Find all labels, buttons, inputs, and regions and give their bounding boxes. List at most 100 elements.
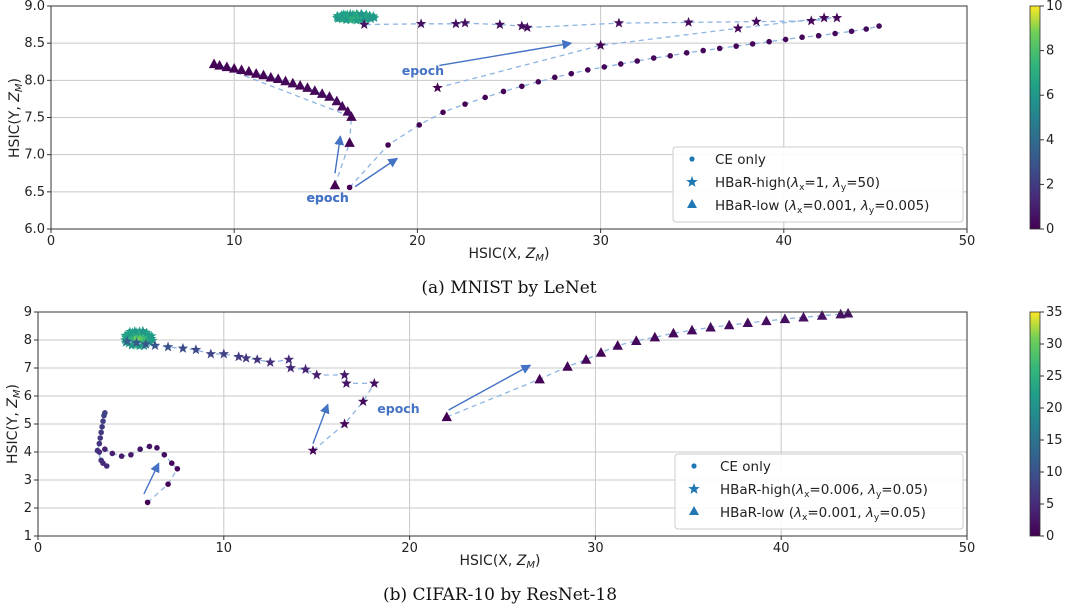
ce-only-point — [782, 36, 789, 43]
colorbar-tick-label: 25 — [1046, 369, 1063, 384]
epoch-label: epoch — [306, 190, 348, 205]
colorbar-b — [1029, 311, 1041, 537]
colorbar-ticks-a: 0 2 4 6 8 10 — [1040, 0, 1063, 237]
ce-only-point — [876, 23, 882, 29]
cluster-star — [144, 329, 154, 339]
legend-label-ce-b: CE only — [720, 459, 771, 475]
hbar-low-point — [742, 317, 753, 328]
ce-only-point — [766, 38, 772, 45]
y-axis-label-a: HSIC(Y, ZM) — [7, 78, 25, 158]
axis-ticks-b: 0 10 20 30 40 50 1 2 3 4 5 6 7 8 9 — [24, 305, 976, 556]
hbar-high-point — [131, 337, 142, 348]
epoch-arrow — [334, 135, 345, 174]
hbar-high-point — [494, 19, 506, 30]
hbar-low-point — [631, 335, 642, 345]
ce-only-point — [165, 481, 171, 488]
ce-only-point — [584, 67, 591, 73]
cluster-star — [120, 330, 130, 340]
hbar-high-point — [459, 17, 471, 28]
hbar-low-point — [816, 310, 828, 320]
hbar-high-point — [140, 338, 151, 349]
ce-only-point — [716, 45, 723, 52]
colorbar-tick-label: 4 — [1046, 133, 1054, 148]
cluster-star — [356, 8, 366, 18]
x-tick-label: 0 — [34, 541, 42, 556]
hbar-low-point — [258, 69, 269, 80]
hbar-high-point — [283, 354, 295, 365]
y-tick-label: 5 — [24, 417, 32, 432]
hbar-high-point — [339, 369, 350, 380]
cluster-star — [147, 335, 158, 345]
y-tick-label: 7.0 — [24, 148, 45, 163]
hbar-low-point — [612, 340, 623, 350]
cluster-star — [120, 334, 130, 344]
epoch-arrow — [354, 157, 399, 188]
hbar-low-point — [761, 315, 772, 326]
y-tick-label: 7.5 — [24, 111, 45, 126]
colorbar-tick-label: 20 — [1046, 401, 1063, 416]
ce-only-point — [568, 70, 575, 77]
hbar-low-point — [316, 88, 328, 98]
hbar-low-point — [272, 73, 284, 83]
hbar-low-point — [287, 77, 299, 88]
colorbar-tick-label: 0 — [1046, 222, 1054, 237]
epoch-label: epoch — [306, 190, 348, 205]
hbar-high-point — [522, 22, 533, 33]
legend-triangle-a — [687, 199, 697, 208]
y-tick-label: 4 — [24, 445, 32, 460]
hbar-high-point — [177, 342, 189, 353]
ce-only-point — [863, 26, 870, 32]
hbar-low-point — [441, 411, 452, 422]
hbar-low-point — [294, 80, 306, 90]
hbar-high-point — [252, 354, 263, 365]
hbar-high-point — [311, 369, 322, 380]
colorbar-tick-label: 0 — [1046, 529, 1054, 544]
ce-only-point — [416, 122, 423, 128]
y-tick-label: 6 — [24, 389, 32, 404]
ce-only-point — [97, 435, 104, 441]
x-tick-label: 50 — [959, 541, 976, 556]
hbar-low-point — [668, 327, 679, 338]
caption-a: (a) MNIST by LeNet — [421, 278, 596, 298]
y-tick-label: 1 — [24, 529, 32, 544]
cluster-star — [369, 12, 380, 23]
ce-only-point — [154, 445, 160, 451]
x-tick-label: 0 — [47, 234, 55, 249]
x-tick-label: 30 — [592, 234, 609, 249]
hbar-high-point — [307, 445, 319, 456]
hbar-high-point — [357, 396, 369, 407]
hbar-low-point — [221, 61, 233, 72]
y-tick-label: 8 — [24, 333, 32, 348]
colorbar-a — [1029, 5, 1041, 230]
hbar-low-point — [344, 137, 355, 147]
ce-only-point — [346, 184, 353, 191]
trajectory-line-series-0 — [96, 412, 179, 503]
trajectory-line-series-0 — [349, 25, 880, 188]
cluster-star — [358, 15, 368, 25]
hbar-high-point — [121, 335, 133, 346]
hbar-high-point — [369, 377, 380, 388]
colorbar-tick-label: 30 — [1046, 337, 1063, 352]
cluster-star — [141, 327, 152, 337]
ce-only-point — [102, 410, 108, 416]
cluster-star — [341, 15, 351, 25]
colorbar-ticks-b: 0 5 10 15 20 25 30 35 — [1040, 305, 1063, 544]
cluster-star — [351, 8, 362, 18]
hbar-low-point — [705, 321, 716, 332]
y-tick-label: 2 — [24, 501, 32, 516]
hbar-low-point — [686, 324, 698, 335]
ce-only-point — [700, 47, 706, 54]
hbar-low-point — [346, 111, 357, 121]
hbar-high-point — [432, 82, 443, 93]
hbar-low-point — [324, 91, 335, 101]
ce-only-point — [128, 452, 134, 458]
hbar-high-point — [162, 341, 174, 352]
axis-ticks-a: 0 10 20 30 40 50 6.0 6.5 7.0 7.5 8.0 8.5 9.0 — [24, 0, 975, 249]
ce-only-point — [799, 34, 805, 41]
hbar-high-point — [683, 16, 694, 27]
hbar-high-point — [359, 19, 370, 30]
x-tick-label: 10 — [226, 234, 243, 249]
x-tick-label: 40 — [776, 234, 793, 249]
